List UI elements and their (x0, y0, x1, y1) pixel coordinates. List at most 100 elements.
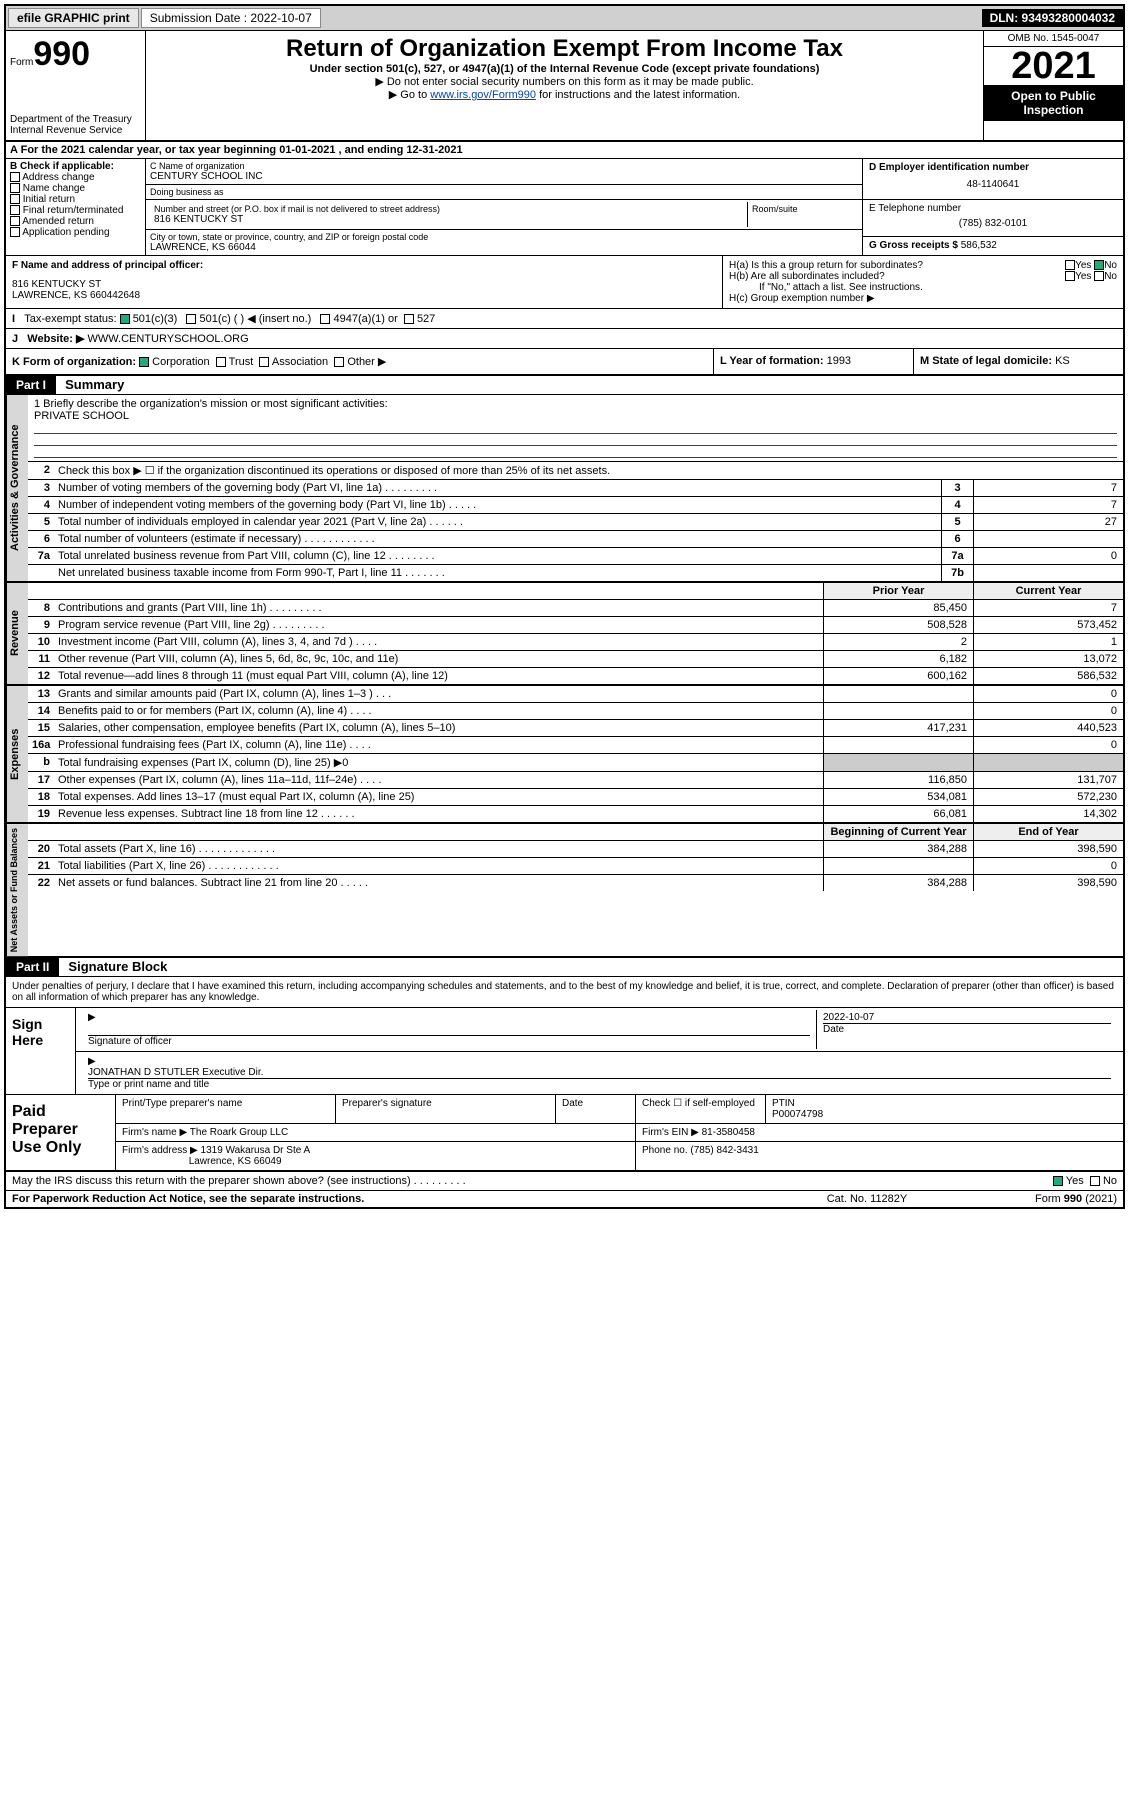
prep-c4b: PTIN (772, 1098, 795, 1109)
firm-addr1: 1319 Wakarusa Dr Ste A (201, 1145, 311, 1156)
Ha-no-chk[interactable] (1094, 260, 1104, 270)
header-sub1: Under section 501(c), 527, or 4947(a)(1)… (152, 63, 977, 75)
chk-other[interactable] (334, 357, 344, 367)
l8-txt: Contributions and grants (Part VIII, lin… (54, 600, 823, 616)
form-header: Form990 Department of the Treasury Inter… (6, 31, 1123, 142)
l4-txt: Number of independent voting members of … (54, 497, 941, 513)
row-J: J Website: ▶ WWW.CENTURYSCHOOL.ORG (6, 329, 1123, 349)
line-10: 10Investment income (Part VIII, column (… (28, 634, 1123, 651)
l22-e: 398,590 (973, 875, 1123, 891)
firm-phone-label: Phone no. (642, 1145, 688, 1156)
l11-py: 6,182 (823, 651, 973, 667)
hdr-end: End of Year (973, 824, 1123, 840)
form990-link[interactable]: www.irs.gov/Form990 (430, 89, 536, 101)
chk-name-change[interactable]: Name change (10, 183, 141, 194)
netassets-body: Beginning of Current YearEnd of Year 20T… (28, 824, 1123, 956)
hdr-begin: Beginning of Current Year (823, 824, 973, 840)
l22-b: 384,288 (823, 875, 973, 891)
l15-txt: Salaries, other compensation, employee b… (54, 720, 823, 736)
line-14: 14Benefits paid to or for members (Part … (28, 703, 1123, 720)
l16b-py (823, 754, 973, 771)
footer-formref: Form 990 (2021) (967, 1193, 1117, 1205)
line-2: 2Check this box ▶ ☐ if the organization … (28, 462, 1123, 480)
line-16b: bTotal fundraising expenses (Part IX, co… (28, 754, 1123, 772)
tel-value: (785) 832-0101 (869, 214, 1117, 233)
header-sub3: ▶ Go to www.irs.gov/Form990 for instruct… (152, 88, 977, 101)
mayirs-no-chk[interactable] (1090, 1176, 1100, 1186)
Ha-yes: Yes (1075, 260, 1091, 271)
gross-label: G Gross receipts $ (869, 240, 958, 251)
l4-val: 7 (973, 497, 1123, 513)
header-left: Form990 Department of the Treasury Inter… (6, 31, 146, 140)
l9-cy: 573,452 (973, 617, 1123, 633)
chk-trust[interactable] (216, 357, 226, 367)
chk-501c3[interactable] (120, 314, 130, 324)
line-4: 4Number of independent voting members of… (28, 497, 1123, 514)
firm-addr-label: Firm's address ▶ (122, 1145, 198, 1156)
l7a-txt: Total unrelated business revenue from Pa… (54, 548, 941, 564)
l17-py: 116,850 (823, 772, 973, 788)
L-label: L Year of formation: (720, 355, 824, 367)
part-II-badge: Part II (6, 958, 59, 976)
sig-intro: Under penalties of perjury, I declare th… (6, 977, 1123, 1008)
l7b-val (973, 565, 1123, 581)
dept-treasury: Department of the Treasury (10, 114, 141, 125)
chk-address-change[interactable]: Address change (10, 172, 141, 183)
chk-4947[interactable] (320, 314, 330, 324)
chk-amended[interactable]: Amended return (10, 216, 141, 227)
prep-c4a: Check ☐ if self-employed (636, 1095, 766, 1123)
l7a-val: 0 (973, 548, 1123, 564)
may-irs-row: May the IRS discuss this return with the… (6, 1172, 1123, 1191)
top-toolbar: efile GRAPHIC print Submission Date : 20… (6, 6, 1123, 31)
taxyear-text: For the 2021 calendar year, or tax year … (21, 144, 463, 156)
l2-txt: Check this box ▶ ☐ if the organization d… (54, 462, 1123, 479)
line-12: 12Total revenue—add lines 8 through 11 (… (28, 668, 1123, 684)
l3-val: 7 (973, 480, 1123, 496)
block-B-to-G: B Check if applicable: Address change Na… (6, 159, 1123, 256)
mission-line1 (34, 422, 1117, 434)
chk-assoc[interactable] (259, 357, 269, 367)
org-name: CENTURY SCHOOL INC (150, 171, 858, 182)
Ha-no: No (1104, 260, 1117, 271)
l15-py: 417,231 (823, 720, 973, 736)
prep-row3: Firm's address ▶ 1319 Wakarusa Dr Ste A … (116, 1142, 1123, 1170)
l12-py: 600,162 (823, 668, 973, 684)
l9-py: 508,528 (823, 617, 973, 633)
ein-label: D Employer identification number (869, 162, 1117, 173)
part-II-title: Signature Block (62, 957, 173, 976)
Hb-yes-chk[interactable] (1065, 271, 1075, 281)
chk-527[interactable] (404, 314, 414, 324)
opt-final: Final return/terminated (23, 205, 124, 216)
efile-print-button[interactable]: efile GRAPHIC print (8, 8, 139, 28)
l19-cy: 14,302 (973, 806, 1123, 822)
l18-cy: 572,230 (973, 789, 1123, 805)
chk-501c[interactable] (186, 314, 196, 324)
sub3-pre: ▶ Go to (389, 89, 430, 101)
city-label: City or town, state or province, country… (150, 232, 858, 242)
form-word: Form (10, 57, 33, 68)
opt-amended: Amended return (22, 216, 94, 227)
l16b-txt: Total fundraising expenses (Part IX, col… (54, 754, 823, 771)
chk-corp[interactable] (139, 357, 149, 367)
governance-body: 1 Briefly describe the organization's mi… (28, 395, 1123, 581)
section-netassets: Net Assets or Fund Balances Beginning of… (6, 824, 1123, 958)
l16a-cy: 0 (973, 737, 1123, 753)
chk-app-pending[interactable]: Application pending (10, 227, 141, 238)
line-21: 21Total liabilities (Part X, line 26) . … (28, 858, 1123, 875)
sig-name-value: JONATHAN D STUTLER Executive Dir. (88, 1067, 1111, 1078)
prep-c2: Preparer's signature (336, 1095, 556, 1123)
signature-block: Under penalties of perjury, I declare th… (6, 977, 1123, 1191)
room-label: Room/suite (752, 204, 854, 214)
firm-phone: (785) 842-3431 (690, 1145, 758, 1156)
part-I-badge: Part I (6, 376, 56, 394)
mayirs-yes-chk[interactable] (1053, 1176, 1063, 1186)
city-cell: City or town, state or province, country… (146, 230, 862, 255)
chk-initial-return[interactable]: Initial return (10, 194, 141, 205)
K-o4: Other ▶ (347, 356, 386, 368)
Hb-no-chk[interactable] (1094, 271, 1104, 281)
I-o1: 501(c)(3) (133, 313, 178, 325)
chk-final-return[interactable]: Final return/terminated (10, 205, 141, 216)
sign-here-right: Signature of officer 2022-10-07 Date JON… (76, 1008, 1123, 1094)
Ha-yes-chk[interactable] (1065, 260, 1075, 270)
l21-e: 0 (973, 858, 1123, 874)
